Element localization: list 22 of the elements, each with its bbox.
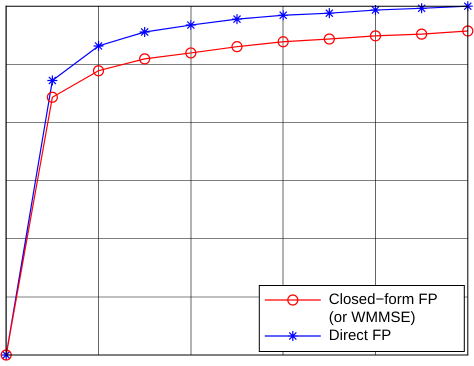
point	[370, 4, 382, 16]
point	[185, 19, 196, 31]
legend-label: Direct FP	[328, 327, 392, 344]
point	[139, 53, 150, 64]
point	[462, 0, 474, 12]
point	[92, 65, 104, 76]
legend-label: Closed−form FP (or WMMSE)	[328, 291, 438, 326]
point	[416, 28, 428, 40]
point	[370, 30, 382, 42]
point	[231, 41, 243, 52]
point	[46, 92, 58, 103]
point	[278, 36, 289, 48]
point	[139, 26, 150, 38]
point	[185, 47, 196, 59]
point	[416, 2, 428, 14]
point	[92, 40, 104, 52]
point	[231, 14, 243, 25]
point	[324, 33, 335, 45]
point	[324, 8, 335, 19]
point	[462, 25, 474, 37]
point	[46, 74, 58, 86]
point	[278, 10, 289, 21]
